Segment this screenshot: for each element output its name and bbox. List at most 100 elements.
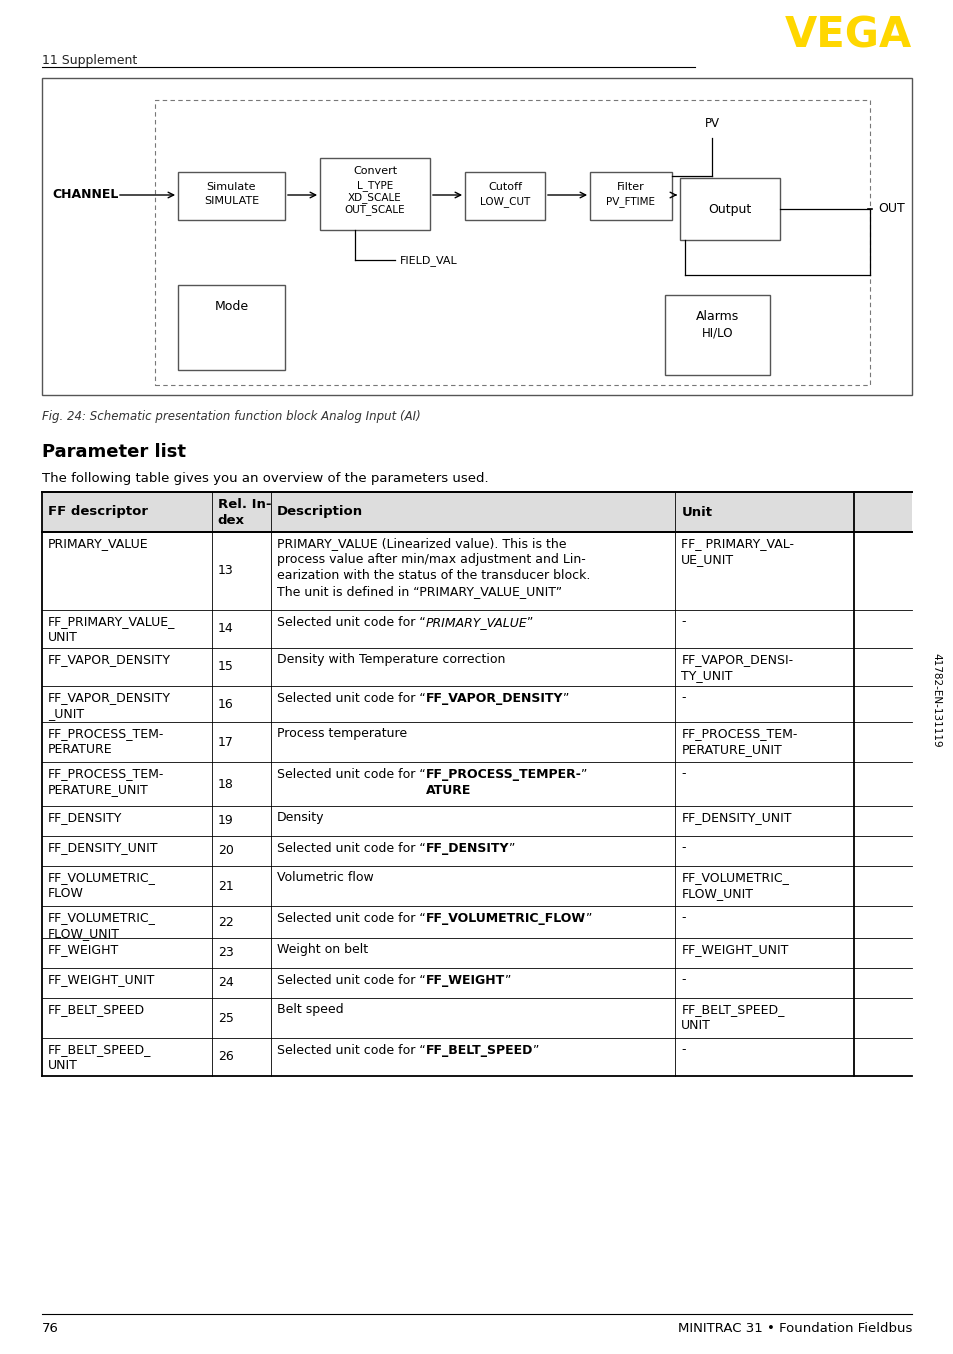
Text: FF_DENSITY: FF_DENSITY <box>48 811 122 825</box>
Text: Convert: Convert <box>353 167 396 176</box>
Text: The following table gives you an overview of the parameters used.: The following table gives you an overvie… <box>42 473 488 485</box>
Text: SIMULATE: SIMULATE <box>204 196 259 206</box>
Text: FF_VOLUMETRIC_
FLOW_UNIT: FF_VOLUMETRIC_ FLOW_UNIT <box>680 871 788 900</box>
Text: FF_VAPOR_DENSITY: FF_VAPOR_DENSITY <box>48 653 171 666</box>
Text: FF_PROCESS_TEM-
PERATURE_UNIT: FF_PROCESS_TEM- PERATURE_UNIT <box>680 727 797 756</box>
Text: FF_VOLUMETRIC_
FLOW: FF_VOLUMETRIC_ FLOW <box>48 871 155 900</box>
Text: ”: ” <box>527 616 533 630</box>
Text: FF_BELT_SPEED: FF_BELT_SPEED <box>425 1044 533 1057</box>
Text: L_TYPE: L_TYPE <box>356 180 393 191</box>
Text: -: - <box>680 911 685 923</box>
Text: Belt speed: Belt speed <box>276 1003 343 1016</box>
Text: Filter: Filter <box>617 181 644 192</box>
Text: OUT_SCALE: OUT_SCALE <box>344 204 405 215</box>
Text: 14: 14 <box>217 623 233 635</box>
Text: FF_WEIGHT_UNIT: FF_WEIGHT_UNIT <box>680 942 788 956</box>
Text: Volumetric flow: Volumetric flow <box>276 871 374 884</box>
Text: Selected unit code for “: Selected unit code for “ <box>276 616 425 630</box>
Text: Density with Temperature correction: Density with Temperature correction <box>276 653 505 666</box>
Text: FF_PROCESS_TEMPER-
ATURE: FF_PROCESS_TEMPER- ATURE <box>425 768 580 798</box>
Bar <box>464 172 544 219</box>
Text: 41782-EN-131119: 41782-EN-131119 <box>930 653 940 747</box>
Text: Density: Density <box>276 811 324 825</box>
Bar <box>679 177 780 240</box>
Text: ”: ” <box>562 692 569 705</box>
Text: PV: PV <box>703 116 719 130</box>
Text: Selected unit code for “: Selected unit code for “ <box>276 842 425 854</box>
Text: Simulate: Simulate <box>207 181 256 192</box>
Text: FF_BELT_SPEED_
UNIT: FF_BELT_SPEED_ UNIT <box>680 1003 784 1032</box>
Text: FF_BELT_SPEED_
UNIT: FF_BELT_SPEED_ UNIT <box>48 1043 152 1072</box>
Text: 25: 25 <box>217 1011 233 1025</box>
Text: FF_BELT_SPEED: FF_BELT_SPEED <box>48 1003 145 1016</box>
Text: 16: 16 <box>217 697 233 711</box>
Text: ”: ” <box>580 768 587 781</box>
Text: Rel. In-
dex: Rel. In- dex <box>217 497 271 527</box>
Text: OUT: OUT <box>877 203 903 215</box>
Text: FF_DENSITY: FF_DENSITY <box>425 842 509 854</box>
Text: 20: 20 <box>217 845 233 857</box>
Bar <box>664 295 769 375</box>
Text: PRIMARY_VALUE: PRIMARY_VALUE <box>425 616 527 630</box>
Text: -: - <box>680 615 685 628</box>
Text: -: - <box>680 766 685 780</box>
Text: Output: Output <box>708 203 751 215</box>
Text: FF_VOLUMETRIC_FLOW: FF_VOLUMETRIC_FLOW <box>425 913 585 925</box>
Bar <box>178 172 285 219</box>
Text: 24: 24 <box>217 976 233 990</box>
Bar <box>42 492 911 1076</box>
Bar <box>42 79 911 395</box>
Text: 23: 23 <box>217 946 233 960</box>
Text: 13: 13 <box>217 565 233 578</box>
Text: 15: 15 <box>217 661 233 673</box>
Text: Parameter list: Parameter list <box>42 443 186 460</box>
Text: Unit: Unit <box>680 505 712 519</box>
Text: ”: ” <box>585 913 592 925</box>
Text: FF_DENSITY_UNIT: FF_DENSITY_UNIT <box>48 841 158 854</box>
Text: FF_PROCESS_TEM-
PERATURE_UNIT: FF_PROCESS_TEM- PERATURE_UNIT <box>48 766 164 796</box>
Text: PRIMARY_VALUE (Linearized value). This is the
process value after min/max adjust: PRIMARY_VALUE (Linearized value). This i… <box>276 538 590 598</box>
Text: 21: 21 <box>217 880 233 892</box>
Text: 17: 17 <box>217 735 233 749</box>
Text: 22: 22 <box>217 915 233 929</box>
Text: Selected unit code for “: Selected unit code for “ <box>276 913 425 925</box>
Text: Fig. 24: Schematic presentation function block Analog Input (AI): Fig. 24: Schematic presentation function… <box>42 410 420 422</box>
Text: 19: 19 <box>217 815 233 827</box>
Text: Alarms: Alarms <box>695 310 739 324</box>
Bar <box>154 100 869 385</box>
Text: 18: 18 <box>217 777 233 791</box>
Text: Mode: Mode <box>214 301 249 313</box>
Text: Selected unit code for “: Selected unit code for “ <box>276 768 425 781</box>
Bar <box>178 284 285 370</box>
Text: XD_SCALE: XD_SCALE <box>348 192 401 203</box>
Text: -: - <box>680 691 685 704</box>
Text: Selected unit code for “: Selected unit code for “ <box>276 1044 425 1057</box>
Text: FF_PRIMARY_VALUE_
UNIT: FF_PRIMARY_VALUE_ UNIT <box>48 615 175 645</box>
Bar <box>42 492 911 532</box>
Text: ”: ” <box>504 974 511 987</box>
Text: FF_DENSITY_UNIT: FF_DENSITY_UNIT <box>680 811 791 825</box>
Text: FF_VAPOR_DENSI-
TY_UNIT: FF_VAPOR_DENSI- TY_UNIT <box>680 653 793 682</box>
Text: LOW_CUT: LOW_CUT <box>479 196 530 207</box>
Text: VEGA: VEGA <box>784 15 911 57</box>
Text: CHANNEL: CHANNEL <box>52 188 118 202</box>
Text: FF_VAPOR_DENSITY: FF_VAPOR_DENSITY <box>425 692 562 705</box>
Text: Weight on belt: Weight on belt <box>276 942 368 956</box>
Text: FF_WEIGHT: FF_WEIGHT <box>425 974 504 987</box>
Text: FIELD_VAL: FIELD_VAL <box>399 256 457 267</box>
Text: Description: Description <box>276 505 362 519</box>
Text: MINITRAC 31 • Foundation Fieldbus: MINITRAC 31 • Foundation Fieldbus <box>677 1322 911 1335</box>
Text: Selected unit code for “: Selected unit code for “ <box>276 692 425 705</box>
Text: 76: 76 <box>42 1322 59 1335</box>
Text: -: - <box>680 1043 685 1056</box>
Text: FF_PROCESS_TEM-
PERATURE: FF_PROCESS_TEM- PERATURE <box>48 727 164 756</box>
Text: PRIMARY_VALUE: PRIMARY_VALUE <box>48 538 149 550</box>
Text: FF_VAPOR_DENSITY
_UNIT: FF_VAPOR_DENSITY _UNIT <box>48 691 171 720</box>
Text: FF_VOLUMETRIC_
FLOW_UNIT: FF_VOLUMETRIC_ FLOW_UNIT <box>48 911 155 940</box>
Text: Process temperature: Process temperature <box>276 727 407 741</box>
Bar <box>319 158 430 230</box>
Text: Cutoff: Cutoff <box>488 181 521 192</box>
Text: FF_WEIGHT: FF_WEIGHT <box>48 942 119 956</box>
Text: ”: ” <box>509 842 515 854</box>
Text: -: - <box>680 974 685 986</box>
